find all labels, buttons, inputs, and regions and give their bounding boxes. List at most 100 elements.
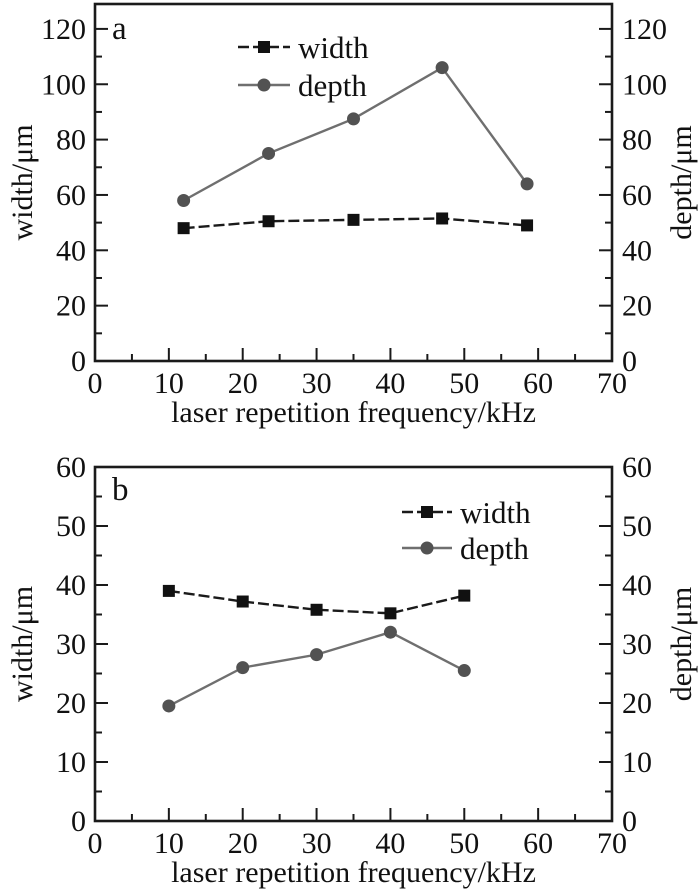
y-right-tick-label: 0 bbox=[622, 805, 637, 838]
legend-label: width bbox=[298, 30, 369, 65]
x-axis-title: laser repetition frequency/kHz bbox=[171, 396, 536, 429]
y-right-tick-label: 60 bbox=[622, 179, 652, 212]
x-tick-label: 70 bbox=[597, 367, 627, 400]
y-right-tick-label: 0 bbox=[622, 345, 637, 378]
width-marker bbox=[310, 603, 323, 616]
y-left-tick-label: 0 bbox=[71, 805, 86, 838]
depth-marker bbox=[383, 625, 397, 639]
y-left-tick-label: 0 bbox=[71, 345, 86, 378]
y-left-tick-label: 80 bbox=[56, 124, 86, 157]
y-left-tick-label: 40 bbox=[56, 569, 86, 602]
y-left-tick-label: 40 bbox=[56, 234, 86, 267]
series-depth bbox=[177, 61, 534, 207]
y-right-tick-label: 80 bbox=[622, 124, 652, 157]
y-right-tick-label: 30 bbox=[622, 628, 652, 661]
x-tick-label: 0 bbox=[88, 827, 103, 860]
legend-entry-width: width bbox=[402, 495, 531, 530]
legend-circle-marker bbox=[420, 541, 434, 555]
x-axis: 0 10 20 30 40 50 60 70 bbox=[88, 348, 627, 400]
y-left-tick-label: 60 bbox=[56, 451, 86, 484]
legend-entry-depth: depth bbox=[402, 531, 529, 566]
x-tick-label: 40 bbox=[375, 367, 405, 400]
y-right-tick-label: 40 bbox=[622, 569, 652, 602]
x-tick-label: 60 bbox=[523, 367, 553, 400]
y-axis-left: 0 10 20 30 40 50 60 bbox=[56, 451, 108, 838]
y-right-tick-label: 10 bbox=[622, 746, 652, 779]
width-marker bbox=[177, 222, 190, 235]
y-right-tick-label: 50 bbox=[622, 510, 652, 543]
width-marker bbox=[458, 589, 471, 602]
x-tick-label: 10 bbox=[154, 367, 184, 400]
width-marker bbox=[162, 584, 175, 597]
legend-entry-depth: depth bbox=[238, 68, 367, 103]
y-left-tick-label: 20 bbox=[56, 687, 86, 720]
y-axis-left: 0 20 40 60 80 100 120 bbox=[41, 13, 108, 378]
depth-marker bbox=[457, 664, 471, 678]
x-tick-label: 20 bbox=[228, 367, 258, 400]
y-axis-right: 0 10 20 30 40 50 60 bbox=[599, 451, 652, 838]
x-axis-title: laser repetition frequency/kHz bbox=[171, 856, 536, 889]
y-right-tick-label: 60 bbox=[622, 451, 652, 484]
series-width bbox=[162, 584, 471, 620]
depth-marker bbox=[435, 61, 449, 75]
depth-marker bbox=[310, 648, 324, 662]
y-left-tick-label: 60 bbox=[56, 179, 86, 212]
x-tick-label: 50 bbox=[449, 367, 479, 400]
y-axis-right: 0 20 40 60 80 100 120 bbox=[599, 13, 667, 378]
series-depth bbox=[162, 625, 471, 713]
y-left-tick-label: 100 bbox=[41, 68, 86, 101]
depth-marker bbox=[262, 146, 276, 160]
x-tick-label: 60 bbox=[523, 827, 553, 860]
panel-label: a bbox=[112, 11, 127, 47]
depth-marker bbox=[162, 699, 176, 713]
legend-square-marker bbox=[421, 506, 433, 518]
series-depth-line bbox=[168, 630, 465, 708]
series-width-line bbox=[168, 589, 465, 615]
depth-marker bbox=[177, 193, 191, 207]
x-tick-label: 70 bbox=[597, 827, 627, 860]
legend-label: width bbox=[460, 495, 531, 530]
y-left-tick-label: 30 bbox=[56, 628, 86, 661]
legend-label: depth bbox=[298, 68, 367, 103]
y-left-tick-label: 120 bbox=[41, 13, 86, 46]
x-tick-label: 30 bbox=[302, 367, 332, 400]
y-axis-title-right: depth/μm bbox=[665, 125, 698, 239]
y-right-tick-label: 100 bbox=[622, 68, 667, 101]
depth-marker bbox=[236, 661, 250, 675]
legend-label: depth bbox=[460, 531, 529, 566]
x-axis: 0 10 20 30 40 50 60 70 bbox=[88, 808, 627, 860]
x-tick-label: 50 bbox=[449, 827, 479, 860]
depth-marker bbox=[347, 112, 360, 126]
x-tick-label: 40 bbox=[375, 827, 405, 860]
chart-a: 0 10 20 30 40 50 60 700204060801001200204060801… bbox=[6, 2, 698, 429]
width-marker bbox=[347, 213, 360, 226]
width-marker bbox=[236, 595, 249, 608]
width-marker bbox=[521, 219, 534, 232]
y-left-tick-label: 10 bbox=[56, 746, 86, 779]
x-tick-label: 20 bbox=[228, 827, 258, 860]
y-left-tick-label: 50 bbox=[56, 510, 86, 543]
legend-entry-width: width bbox=[238, 30, 369, 65]
y-axis-title-right: depth/μm bbox=[665, 587, 698, 701]
width-marker bbox=[262, 215, 275, 228]
y-left-tick-label: 20 bbox=[56, 290, 86, 323]
depth-marker bbox=[520, 177, 534, 191]
y-right-tick-label: 120 bbox=[622, 13, 667, 46]
panel-label: b bbox=[112, 472, 129, 508]
y-right-tick-label: 20 bbox=[622, 290, 652, 323]
series-width bbox=[177, 212, 534, 235]
y-right-tick-label: 40 bbox=[622, 234, 652, 267]
x-tick-label: 0 bbox=[88, 367, 103, 400]
legend-square-marker bbox=[258, 41, 270, 53]
width-marker bbox=[436, 212, 449, 225]
y-axis-title-left: width/μm bbox=[6, 124, 39, 240]
x-tick-label: 10 bbox=[154, 827, 184, 860]
chart-b: 0 10 20 30 40 50 60 700102030405060010203040506… bbox=[6, 451, 698, 889]
legend-circle-marker bbox=[257, 78, 271, 92]
x-tick-label: 30 bbox=[302, 827, 332, 860]
y-right-tick-label: 20 bbox=[622, 687, 652, 720]
